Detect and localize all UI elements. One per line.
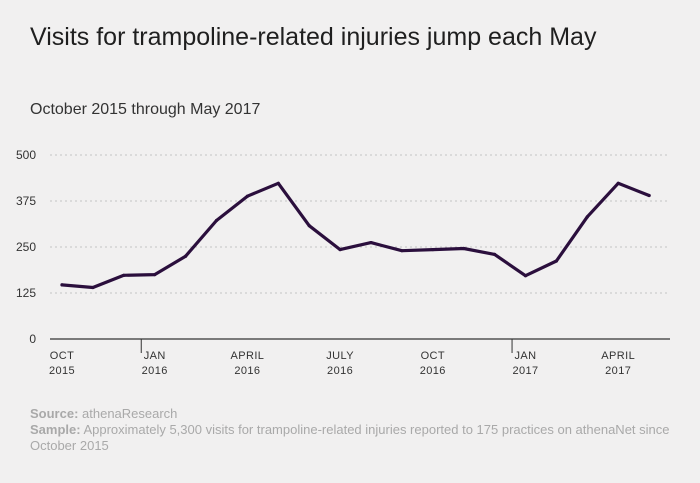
line-chart: 0 125 250 375 500 OCT 2015 JAN 2016 APRIL 2016 JULY… [16, 148, 670, 377]
data-point [616, 181, 620, 185]
source-note: Source: athenaResearch [30, 406, 670, 422]
data-point [338, 247, 342, 252]
x-tick-year-label: 2015 [49, 365, 75, 377]
data-point [122, 273, 126, 277]
x-tick-year-label: 2017 [512, 365, 538, 377]
y-tick-label: 250 [16, 240, 36, 254]
chart-footer: Source: athenaResearch Sample: Approxima… [30, 406, 670, 454]
data-point [91, 285, 95, 290]
source-label: Source: [30, 406, 79, 421]
data-point [493, 252, 497, 256]
x-tick-label: OCT [421, 350, 445, 362]
data-point [184, 254, 188, 258]
series-line [60, 181, 651, 290]
data-point [369, 240, 373, 245]
data-point [647, 193, 651, 198]
x-tick-year-label: 2016 [327, 365, 353, 377]
x-tick-year-label: 2016 [234, 365, 260, 377]
chart-title: Visits for trampoline-related injuries j… [30, 23, 597, 51]
chart-subtitle: October 2015 through May 2017 [30, 101, 261, 118]
data-point [554, 259, 559, 263]
x-tick-label: APRIL [231, 350, 265, 362]
data-point [276, 181, 280, 185]
data-point [214, 218, 219, 223]
data-point [462, 246, 466, 251]
y-tick-label: 375 [16, 194, 36, 208]
data-point [523, 274, 528, 278]
x-tick-label: OCT [50, 350, 74, 362]
sample-text: Approximately 5,300 visits for trampolin… [30, 422, 670, 453]
data-point [245, 194, 249, 198]
data-point [400, 249, 404, 253]
data-point [307, 224, 311, 228]
y-tick-label: 0 [29, 332, 36, 346]
x-tick-label: JULY [326, 350, 354, 362]
y-tick-label: 500 [16, 148, 36, 162]
x-tick-label: APRIL [601, 350, 635, 362]
sample-note: Sample: Approximately 5,300 visits for t… [30, 422, 670, 454]
y-tick-label: 125 [16, 286, 36, 300]
x-tick-label: JAN [515, 350, 537, 362]
x-tick-label: JAN [144, 350, 166, 362]
sample-label: Sample: [30, 422, 81, 437]
data-point [60, 283, 64, 287]
source-text: athenaResearch [78, 406, 178, 421]
data-point [153, 273, 157, 277]
x-tick-year-label: 2016 [142, 365, 168, 377]
data-point [585, 215, 589, 219]
x-tick-year-label: 2017 [605, 365, 631, 377]
x-tick-year-label: 2016 [420, 365, 446, 377]
data-point [431, 247, 435, 252]
